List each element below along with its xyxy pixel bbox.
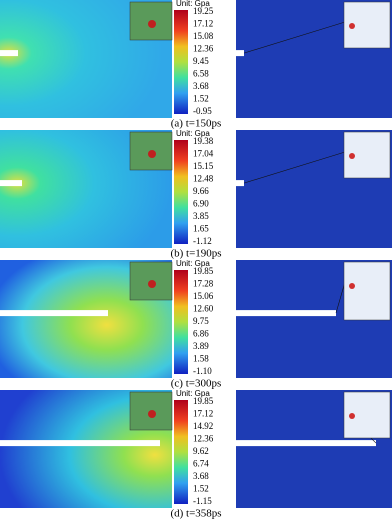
colorbar-label: 1.65	[193, 224, 209, 234]
colorbar-label: 9.62	[193, 446, 209, 456]
crack	[0, 310, 108, 317]
colorbar-label: 9.45	[193, 56, 209, 66]
colorbar-label: 9.75	[193, 316, 209, 326]
inset	[343, 261, 391, 321]
colorbar-label: 19.25	[193, 6, 214, 16]
leader-line	[243, 151, 346, 184]
colorbar-label: 12.36	[193, 44, 214, 54]
crack	[236, 180, 244, 187]
colorbar-label: 1.52	[193, 484, 209, 494]
colorbar-label: 9.66	[193, 186, 209, 196]
crack	[236, 440, 376, 447]
inset-hotspot	[148, 20, 156, 28]
colorbar-label: 19.85	[193, 396, 214, 406]
colorbar-label: 19.38	[193, 136, 214, 146]
colorbar-label: -0.95	[193, 106, 212, 116]
colorbar-label: 6.86	[193, 329, 209, 339]
crack	[0, 50, 18, 57]
caption: (c) t=300ps	[171, 378, 222, 390]
colorbar-label: 17.12	[193, 409, 213, 419]
colorbar-label: 1.52	[193, 94, 209, 104]
inset-hotspot	[148, 280, 156, 288]
colorbar-label: 3.89	[193, 341, 209, 351]
unit-label: Unit: Gpa	[176, 389, 210, 398]
colorbar-label: 12.48	[193, 174, 214, 184]
crack	[236, 50, 244, 57]
colorbar-label: 3.68	[193, 81, 209, 91]
inset-hotspot	[148, 150, 156, 158]
crack	[236, 310, 336, 317]
caption: (b) t=190ps	[170, 248, 221, 260]
unit-label: Unit: Gpa	[176, 129, 210, 138]
colorbar-label: 1.58	[193, 354, 209, 364]
colorbar-label: 12.60	[193, 304, 214, 314]
inset-hotspot	[148, 410, 156, 418]
colorbar-label: 15.06	[193, 291, 214, 301]
colorbar-label: 6.90	[193, 199, 209, 209]
colorbar-label: 6.58	[193, 69, 209, 79]
colorbar-label: -1.15	[193, 496, 212, 506]
colorbar-label: 17.12	[193, 19, 213, 29]
caption: (a) t=150ps	[171, 118, 222, 130]
colorbar-label: 17.04	[193, 149, 214, 159]
colorbar-label: 6.74	[193, 459, 209, 469]
unit-label: Unit: Gpa	[176, 259, 210, 268]
colorbar-label: 15.08	[193, 31, 214, 41]
colorbar-label: 17.28	[193, 279, 214, 289]
crack	[0, 180, 22, 187]
unit-label: Unit: Gpa	[176, 0, 210, 8]
leader-line	[335, 281, 346, 314]
inset-hotspot	[349, 283, 355, 289]
colorbar	[174, 10, 188, 114]
colorbar-label: 12.36	[193, 434, 214, 444]
caption: (d) t=358ps	[170, 508, 221, 520]
colorbar	[174, 400, 188, 504]
colorbar-label: 15.15	[193, 161, 214, 171]
colorbar-label: 3.68	[193, 471, 209, 481]
colorbar-label: -1.10	[193, 366, 212, 376]
inset-hotspot	[349, 23, 355, 29]
colorbar-label: 14.92	[193, 421, 213, 431]
colorbar-label: 19.85	[193, 266, 214, 276]
leader-line	[243, 21, 346, 54]
colorbar	[174, 140, 188, 244]
colorbar-label: 3.85	[193, 211, 209, 221]
colorbar	[174, 270, 188, 374]
inset-hotspot	[349, 153, 355, 159]
colorbar-label: -1.12	[193, 236, 212, 246]
crack	[0, 440, 160, 447]
inset-hotspot	[349, 413, 355, 419]
